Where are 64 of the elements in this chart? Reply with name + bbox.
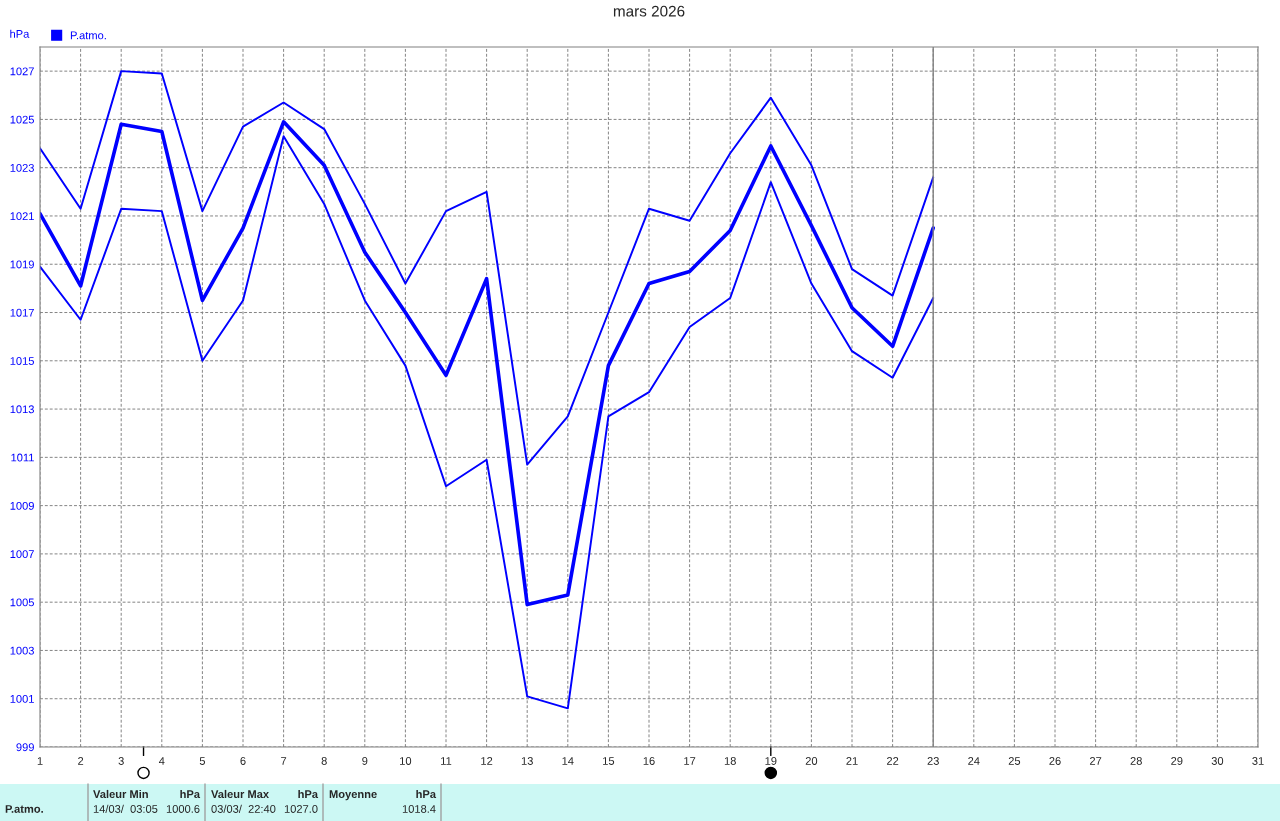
legend-label: P.atmo.	[70, 31, 106, 40]
x-tick-label: 12	[481, 757, 493, 765]
x-tick-label: 2	[78, 757, 84, 765]
y-tick-label: 1027	[10, 67, 34, 76]
y-tick-label: 1021	[10, 212, 34, 221]
x-tick-label: 15	[603, 757, 615, 765]
text: 1018.4	[402, 805, 436, 813]
text: 1000.6	[166, 805, 200, 813]
text: 03/03/ 22:40	[211, 804, 276, 813]
x-tick-label: 7	[281, 757, 287, 765]
y-axis-title: hPa	[10, 29, 30, 38]
x-tick-label: 5	[199, 757, 206, 765]
text: Moyenne	[329, 790, 377, 801]
line-series	[40, 70, 935, 466]
y-tick-label: 1007	[10, 550, 34, 559]
x-tick-label: 21	[846, 757, 858, 765]
y-tick-label: 1025	[10, 115, 34, 124]
x-tick-label: 29	[1171, 757, 1183, 765]
x-tick-label: 20	[805, 757, 818, 765]
y-tick-label: 1017	[10, 308, 34, 317]
y-tick-label: 1003	[10, 646, 34, 655]
x-tick-label: 4	[158, 757, 165, 765]
x-tick-label: 8	[321, 757, 327, 765]
x-tick-label: 30	[1211, 757, 1224, 765]
x-tick-label: 14	[562, 757, 574, 765]
x-tick-label: 22	[886, 757, 899, 765]
x-tick-label: 1	[37, 757, 43, 765]
x-tick-label: 23	[927, 757, 939, 765]
text: Valeur Min	[93, 789, 148, 799]
y-tick-label: 1013	[10, 405, 34, 414]
x-tick-label: 28	[1130, 757, 1142, 765]
x-tick-label: 13	[521, 757, 533, 765]
chart-title: mars 2026	[613, 5, 685, 17]
x-tick-label: 19	[765, 757, 777, 765]
x-tick-label: 27	[1089, 757, 1102, 765]
x-tick-label: 18	[724, 757, 736, 765]
text: hPa	[416, 789, 437, 799]
y-tick-label: 1015	[10, 357, 34, 365]
y-tick-label: 999	[16, 743, 34, 752]
y-tick-label: 1011	[11, 453, 34, 462]
x-tick-label: 11	[441, 757, 452, 765]
text: P.atmo.	[5, 805, 43, 813]
x-tick-label: 24	[968, 757, 980, 765]
y-tick-label: 1001	[10, 694, 34, 703]
text: Valeur Max	[211, 789, 269, 799]
line-series	[40, 135, 935, 710]
x-tick-label: 31	[1252, 757, 1264, 765]
text: hPa	[180, 789, 201, 799]
y-tick-label: 1019	[10, 260, 34, 269]
text: 1027.0	[284, 805, 318, 813]
x-tick-label: 26	[1049, 757, 1061, 765]
text: 14/03/ 03:05	[93, 804, 158, 813]
x-tick-label: 10	[400, 757, 412, 765]
x-tick-label: 25	[1008, 757, 1021, 765]
x-tick-label: 17	[684, 757, 696, 765]
line-series	[40, 120, 936, 607]
x-tick-label: 16	[643, 757, 655, 765]
text: hPa	[298, 789, 319, 799]
x-tick-label: 9	[362, 757, 368, 765]
y-tick-label: 1009	[10, 501, 34, 510]
y-tick-label: 1023	[10, 163, 34, 172]
x-tick-label: 6	[240, 757, 246, 765]
x-tick-label: 3	[118, 757, 124, 765]
y-tick-label: 1005	[10, 598, 34, 607]
